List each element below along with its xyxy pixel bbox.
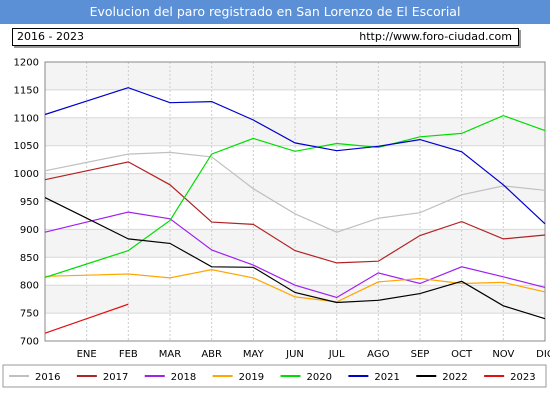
x-tick-label: ABR: [201, 349, 222, 360]
plot-frame: [44, 61, 546, 342]
y-tick-label: 1200: [14, 58, 39, 69]
x-tick-label: MAY: [243, 349, 265, 360]
y-tick-label: 700: [20, 337, 39, 348]
series-line-2023: [44, 303, 129, 334]
legend-label-2023: 2023: [510, 372, 535, 383]
legend-label-2022: 2022: [442, 372, 467, 383]
legend-label-2016: 2016: [35, 372, 60, 383]
x-tick-label: JUL: [328, 349, 345, 360]
y-tick-label: 1050: [14, 141, 39, 152]
legend-label-2017: 2017: [103, 372, 128, 383]
series-line-2021: [44, 87, 546, 225]
y-tick-label: 800: [20, 281, 39, 292]
y-tick-label: 1150: [14, 85, 39, 96]
y-tick-label: 900: [20, 225, 39, 236]
series-line-2022: [44, 197, 546, 320]
legend-box: [2, 364, 547, 388]
series-line-2018: [44, 211, 546, 299]
legend-label-2019: 2019: [239, 372, 264, 383]
legend-label-2018: 2018: [171, 372, 196, 383]
series-line-2017: [44, 161, 546, 264]
y-tick-label: 850: [20, 253, 39, 264]
x-tick-label: MAR: [159, 349, 181, 360]
y-tick-label: 750: [20, 309, 39, 320]
series-line-2016: [44, 151, 546, 233]
chart-title: Evolucion del paro registrado en San Lor…: [0, 0, 550, 24]
legend-label-2020: 2020: [307, 372, 332, 383]
x-tick-label: AGO: [367, 349, 389, 360]
x-tick-label: ENE: [77, 349, 97, 360]
y-tick-label: 950: [20, 197, 39, 208]
x-tick-label: JUN: [285, 349, 304, 360]
y-tick-label: 1000: [14, 169, 39, 180]
x-tick-label: SEP: [411, 349, 430, 360]
source-url: http://www.foro-ciudad.com: [359, 30, 512, 43]
y-tick-label: 1100: [14, 113, 39, 124]
x-tick-label: DIC: [536, 349, 550, 360]
legend-label-2021: 2021: [374, 372, 399, 383]
series-line-2020: [44, 114, 546, 278]
series-line-2019: [44, 268, 546, 303]
x-tick-label: OCT: [451, 349, 473, 360]
x-tick-label: NOV: [492, 349, 514, 360]
x-tick-label: FEB: [119, 349, 138, 360]
year-range-label: 2016 - 2023: [17, 30, 84, 43]
info-bar: 2016 - 2023 http://www.foro-ciudad.com: [12, 28, 519, 46]
